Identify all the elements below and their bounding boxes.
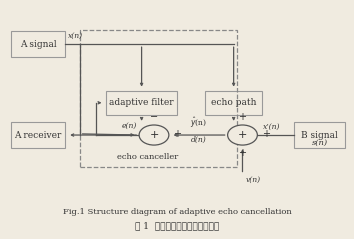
Text: echo path: echo path (211, 98, 256, 107)
Text: e(n): e(n) (122, 122, 137, 130)
Text: adaptive filter: adaptive filter (109, 98, 174, 107)
Text: Fig.1 Structure diagram of adaptive echo cancellation: Fig.1 Structure diagram of adaptive echo… (63, 207, 291, 216)
Text: x’(n): x’(n) (263, 123, 280, 131)
Text: v(n): v(n) (245, 176, 261, 184)
Text: x(n): x(n) (68, 32, 84, 40)
Text: +: + (149, 130, 159, 140)
Text: A receiver: A receiver (15, 130, 62, 140)
Text: B signal: B signal (301, 130, 338, 140)
Text: echo canceller: echo canceller (117, 153, 178, 161)
Text: +: + (238, 130, 247, 140)
Text: d(n): d(n) (190, 136, 206, 144)
Text: A signal: A signal (20, 40, 56, 49)
Text: s(n): s(n) (312, 139, 327, 147)
Text: +: + (262, 129, 270, 139)
FancyBboxPatch shape (11, 122, 65, 148)
Text: +: + (238, 148, 246, 158)
Text: −: − (150, 112, 158, 122)
FancyBboxPatch shape (11, 31, 65, 57)
FancyBboxPatch shape (106, 91, 177, 115)
Text: $\hat{y}$(n): $\hat{y}$(n) (190, 115, 207, 130)
Text: +: + (173, 129, 181, 139)
FancyBboxPatch shape (205, 91, 262, 115)
Circle shape (228, 125, 257, 145)
Text: +: + (239, 112, 246, 122)
FancyBboxPatch shape (294, 122, 345, 148)
Circle shape (139, 125, 169, 145)
Text: 图 1  自适应回波抑消器结构框图: 图 1 自适应回波抑消器结构框图 (135, 221, 219, 230)
